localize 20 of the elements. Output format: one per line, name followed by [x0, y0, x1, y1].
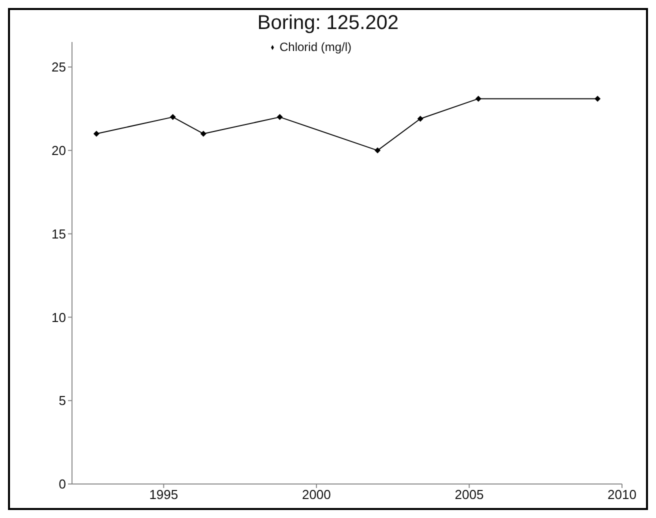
- y-tick-label: 20: [52, 143, 66, 158]
- point: [594, 96, 601, 102]
- x-tick-label: 2005: [454, 487, 484, 502]
- point: [170, 114, 176, 120]
- y-tick-label: 5: [58, 393, 66, 408]
- point: [93, 130, 100, 137]
- y-tick-label: 0: [58, 476, 66, 492]
- point: [200, 130, 206, 137]
- legend-label: Chlorid (mg/l): [279, 40, 352, 54]
- y-tick-label: 10: [52, 310, 66, 325]
- y-tick-label: 25: [52, 60, 66, 75]
- point: [417, 116, 424, 122]
- point: [276, 114, 283, 120]
- x-tick-label: 2000: [302, 487, 331, 502]
- x-tick-label: 1995: [149, 487, 178, 502]
- point: [475, 96, 482, 102]
- x-tick-label: 2010: [608, 487, 636, 502]
- y-tick-label: 15: [52, 226, 66, 242]
- point: [374, 147, 381, 154]
- chart-title: Boring: 125.202: [256, 12, 400, 35]
